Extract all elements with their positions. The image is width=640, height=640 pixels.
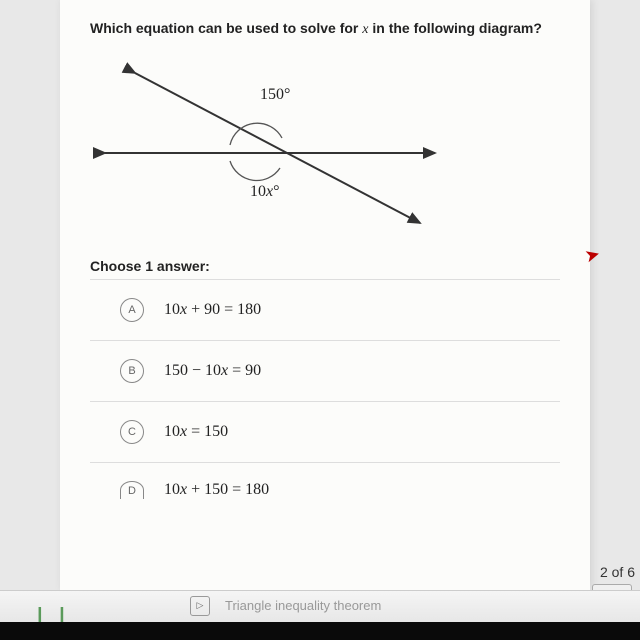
play-icon[interactable]: ▷: [190, 596, 210, 616]
question-suffix: in the following diagram?: [368, 20, 541, 36]
choice-text: 10x = 150: [164, 423, 228, 441]
angle-top-label: 150°: [260, 86, 290, 104]
angle-diagram: 150° 10x°: [90, 58, 450, 238]
choice-text: 10x + 90 = 180: [164, 301, 261, 319]
choose-prompt: Choose 1 answer:: [90, 258, 560, 274]
choice-text: 150 − 10x = 90: [164, 362, 261, 380]
next-topic[interactable]: Triangle inequality theorem: [225, 598, 381, 613]
choice-bubble[interactable]: D: [120, 481, 144, 499]
footer-bar: ▷ Triangle inequality theorem: [0, 590, 640, 620]
choice-c[interactable]: C 10x = 150: [90, 401, 560, 462]
choice-bubble[interactable]: C: [120, 420, 144, 444]
angle-bottom-label: 10x°: [250, 183, 280, 201]
choice-list: A 10x + 90 = 180 B 150 − 10x = 90 C 10x …: [90, 279, 560, 505]
choice-a[interactable]: A 10x + 90 = 180: [90, 279, 560, 340]
choice-bubble[interactable]: B: [120, 359, 144, 383]
choice-bubble[interactable]: A: [120, 298, 144, 322]
question-text: Which equation can be used to solve for …: [90, 20, 560, 38]
question-card: Which equation can be used to solve for …: [60, 0, 590, 590]
bottom-bar: [0, 622, 640, 640]
choice-text: 10x + 150 = 180: [164, 481, 269, 499]
choice-d[interactable]: D 10x + 150 = 180: [90, 462, 560, 505]
question-prefix: Which equation can be used to solve for: [90, 20, 362, 36]
choice-b[interactable]: B 150 − 10x = 90: [90, 340, 560, 401]
progress-indicator: 2 of 6: [600, 564, 635, 580]
